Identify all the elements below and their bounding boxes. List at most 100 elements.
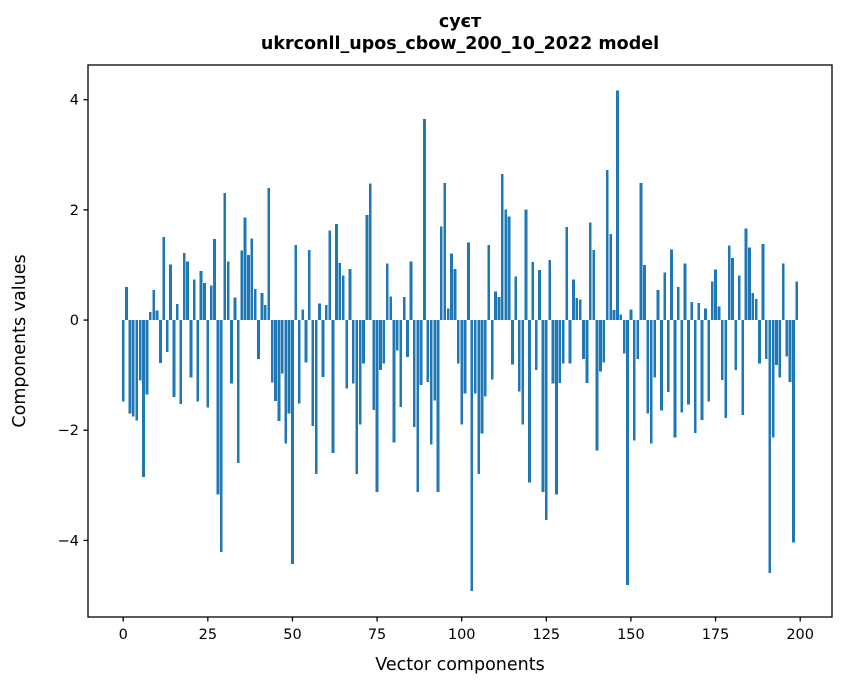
x-tick-label: 50 (283, 627, 301, 643)
bar (128, 320, 132, 414)
bar (453, 268, 457, 321)
bar (385, 263, 389, 321)
bar (494, 291, 497, 321)
bar (182, 252, 186, 321)
bar (216, 320, 220, 495)
bar (758, 320, 761, 364)
bar (473, 320, 477, 394)
bar (220, 320, 223, 552)
bar (189, 320, 193, 378)
bar (253, 289, 257, 321)
bar (362, 320, 365, 364)
bar (788, 320, 792, 382)
bar (511, 320, 514, 365)
bar (484, 320, 487, 397)
bar (416, 320, 420, 492)
bar (764, 320, 768, 360)
bar (196, 320, 200, 402)
bar (446, 308, 450, 321)
bar (524, 209, 528, 321)
bar (673, 320, 677, 438)
bar (785, 320, 788, 357)
y-tick-label: −2 (58, 423, 79, 439)
bar (588, 222, 592, 321)
bar (724, 320, 728, 419)
bar (656, 289, 660, 321)
y-tick-label: 0 (70, 313, 79, 329)
bar (145, 320, 149, 395)
bar (548, 260, 552, 321)
bar (632, 320, 636, 441)
bar (433, 320, 436, 401)
bar (792, 320, 795, 543)
bar (670, 249, 673, 321)
bar (490, 320, 494, 380)
bar (480, 320, 484, 434)
bar (226, 261, 230, 321)
bar (331, 320, 335, 453)
bar (243, 217, 247, 321)
bar (646, 320, 650, 414)
bar (582, 320, 585, 360)
bar (467, 242, 470, 321)
bar (683, 263, 687, 321)
bar (517, 320, 521, 392)
bar (693, 320, 697, 433)
bar (368, 183, 372, 321)
bar (622, 320, 626, 354)
bar (233, 297, 237, 321)
x-tick-label: 0 (119, 627, 128, 643)
bar (291, 320, 294, 565)
bar (707, 320, 711, 402)
y-axis-label: Components values (10, 254, 30, 428)
bar (267, 187, 271, 321)
bar (379, 320, 382, 371)
bar (626, 320, 629, 586)
bar (199, 271, 203, 321)
bar (697, 302, 700, 321)
bar (450, 253, 453, 321)
bar (284, 320, 288, 444)
bar (352, 320, 355, 384)
bar (406, 320, 409, 357)
bar (423, 118, 426, 321)
bar (690, 301, 694, 321)
bar (538, 269, 541, 321)
bar (572, 279, 575, 321)
bar (643, 264, 646, 321)
bar (534, 320, 538, 371)
bar (223, 192, 227, 321)
bar (602, 320, 606, 363)
bar (260, 293, 264, 321)
page-title: суєт ukrconll_upos_cbow_200_10_2022 mode… (261, 12, 659, 55)
bar (308, 250, 311, 321)
bar (142, 320, 145, 478)
bar (561, 320, 565, 364)
bar (531, 262, 535, 321)
bar (605, 170, 609, 321)
bar (754, 299, 758, 321)
bar (795, 281, 799, 321)
bar (443, 182, 447, 321)
bar (138, 320, 142, 381)
bar (463, 320, 467, 394)
bar (612, 310, 616, 321)
bar (274, 320, 277, 402)
bar (402, 296, 406, 321)
bar (412, 320, 416, 427)
title-line-2: ukrconll_upos_cbow_200_10_2022 model (260, 33, 660, 54)
bar (392, 320, 396, 443)
bar (409, 261, 413, 321)
bar (727, 245, 731, 321)
bar (280, 320, 284, 374)
bar (704, 308, 707, 321)
y-tick-label: −4 (58, 533, 79, 549)
bar (230, 320, 233, 384)
bar (741, 320, 744, 415)
bar (345, 320, 348, 389)
bar (744, 228, 748, 321)
bar (629, 309, 633, 321)
x-tick-label: 200 (786, 627, 814, 643)
bar (541, 320, 545, 492)
bar (761, 244, 765, 321)
